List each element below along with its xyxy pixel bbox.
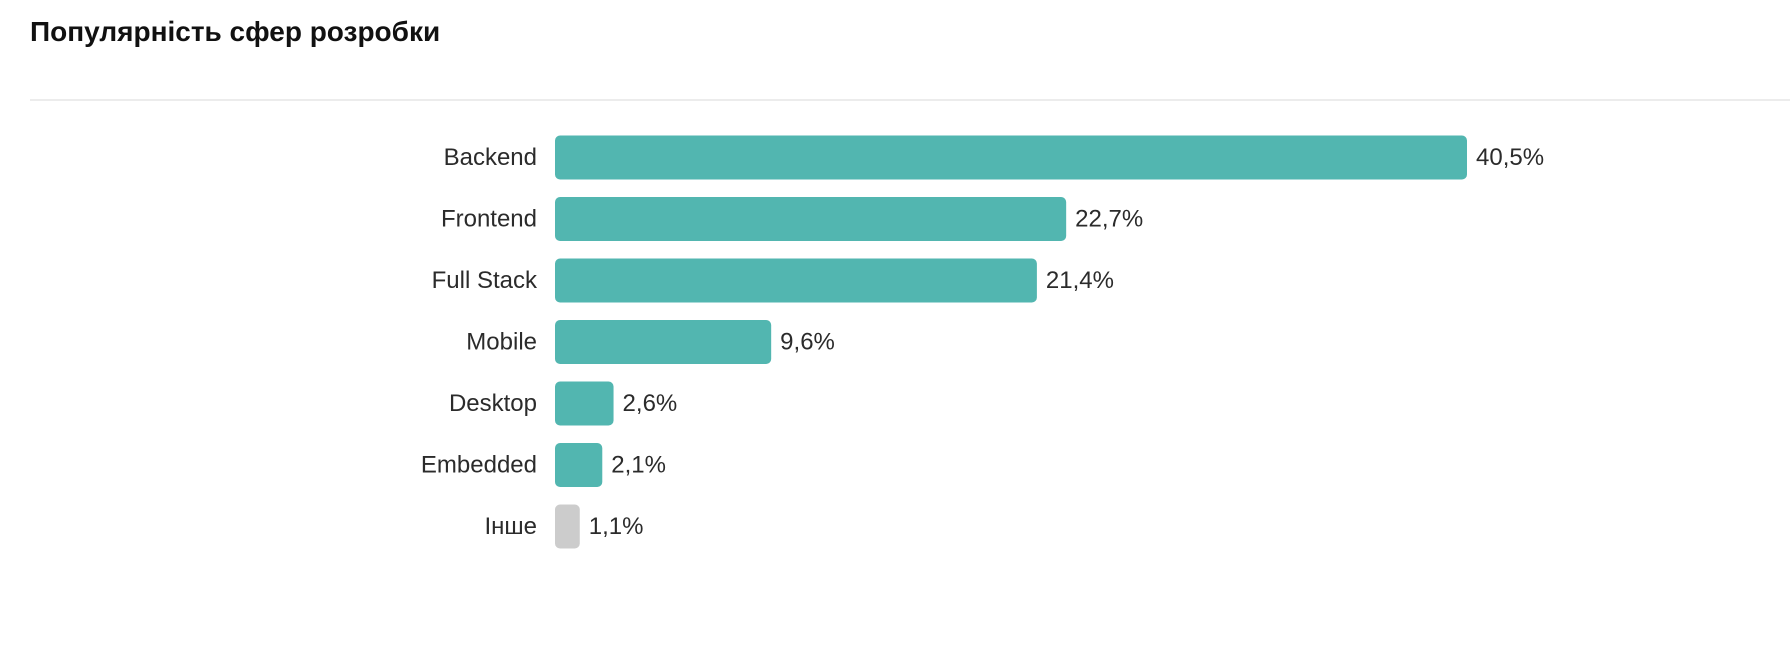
value-label: 9,6% xyxy=(780,329,835,356)
value-label: 1,1% xyxy=(589,513,644,540)
bar xyxy=(555,381,614,426)
chart-title: Популярність сфер розробки xyxy=(30,16,441,47)
bar xyxy=(555,504,580,549)
category-label: Інше xyxy=(484,513,537,540)
bar xyxy=(555,135,1467,180)
bar xyxy=(555,320,772,364)
category-label: Frontend xyxy=(441,206,537,233)
category-label: Backend xyxy=(444,144,537,171)
value-label: 40,5% xyxy=(1476,144,1544,171)
category-label: Mobile xyxy=(466,329,537,356)
category-label: Full Stack xyxy=(432,267,538,294)
title-divider xyxy=(30,99,1790,101)
value-label: 21,4% xyxy=(1046,267,1114,294)
bar xyxy=(555,443,603,487)
category-label: Desktop xyxy=(449,390,537,417)
bar xyxy=(555,258,1037,303)
value-label: 2,6% xyxy=(623,390,678,417)
value-label: 2,1% xyxy=(611,452,666,479)
category-label: Embedded xyxy=(421,452,537,479)
value-label: 22,7% xyxy=(1075,206,1143,233)
bar xyxy=(555,197,1067,241)
